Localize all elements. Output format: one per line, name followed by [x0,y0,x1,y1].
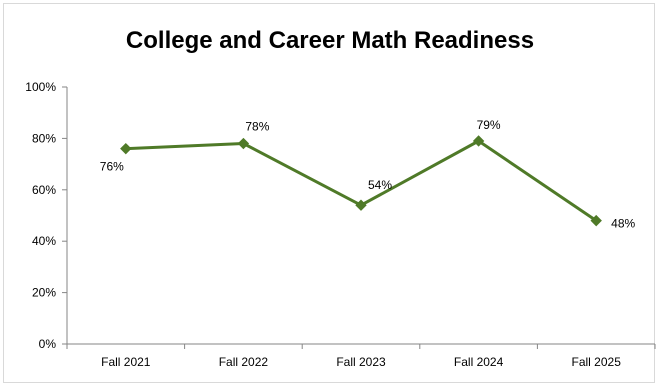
x-tick-label: Fall 2025 [572,355,622,369]
chart-area [3,3,655,383]
data-point-marker [120,142,132,155]
x-tick-label: Fall 2024 [454,355,504,369]
data-point-marker [472,135,485,147]
y-tick-label: 100% [25,80,56,94]
x-tick-label: Fall 2022 [219,355,269,369]
data-point-marker [590,214,602,227]
data-label: 76% [100,160,124,174]
x-tick-label: Fall 2023 [336,355,386,369]
y-tick-label: 60% [32,183,56,197]
data-point-marker [237,137,250,150]
y-tick-label: 20% [32,286,56,300]
data-label: 54% [368,178,392,192]
data-label: 48% [611,217,635,231]
chart-title: College and Career Math Readiness [125,27,535,54]
y-tick-label: 40% [32,234,56,248]
x-tick-label: Fall 2021 [101,355,151,369]
data-label: 78% [245,120,269,134]
data-point-marker [355,199,367,211]
y-tick-label: 0% [39,337,57,351]
y-tick-label: 80% [32,131,56,145]
data-label: 79% [477,118,501,132]
